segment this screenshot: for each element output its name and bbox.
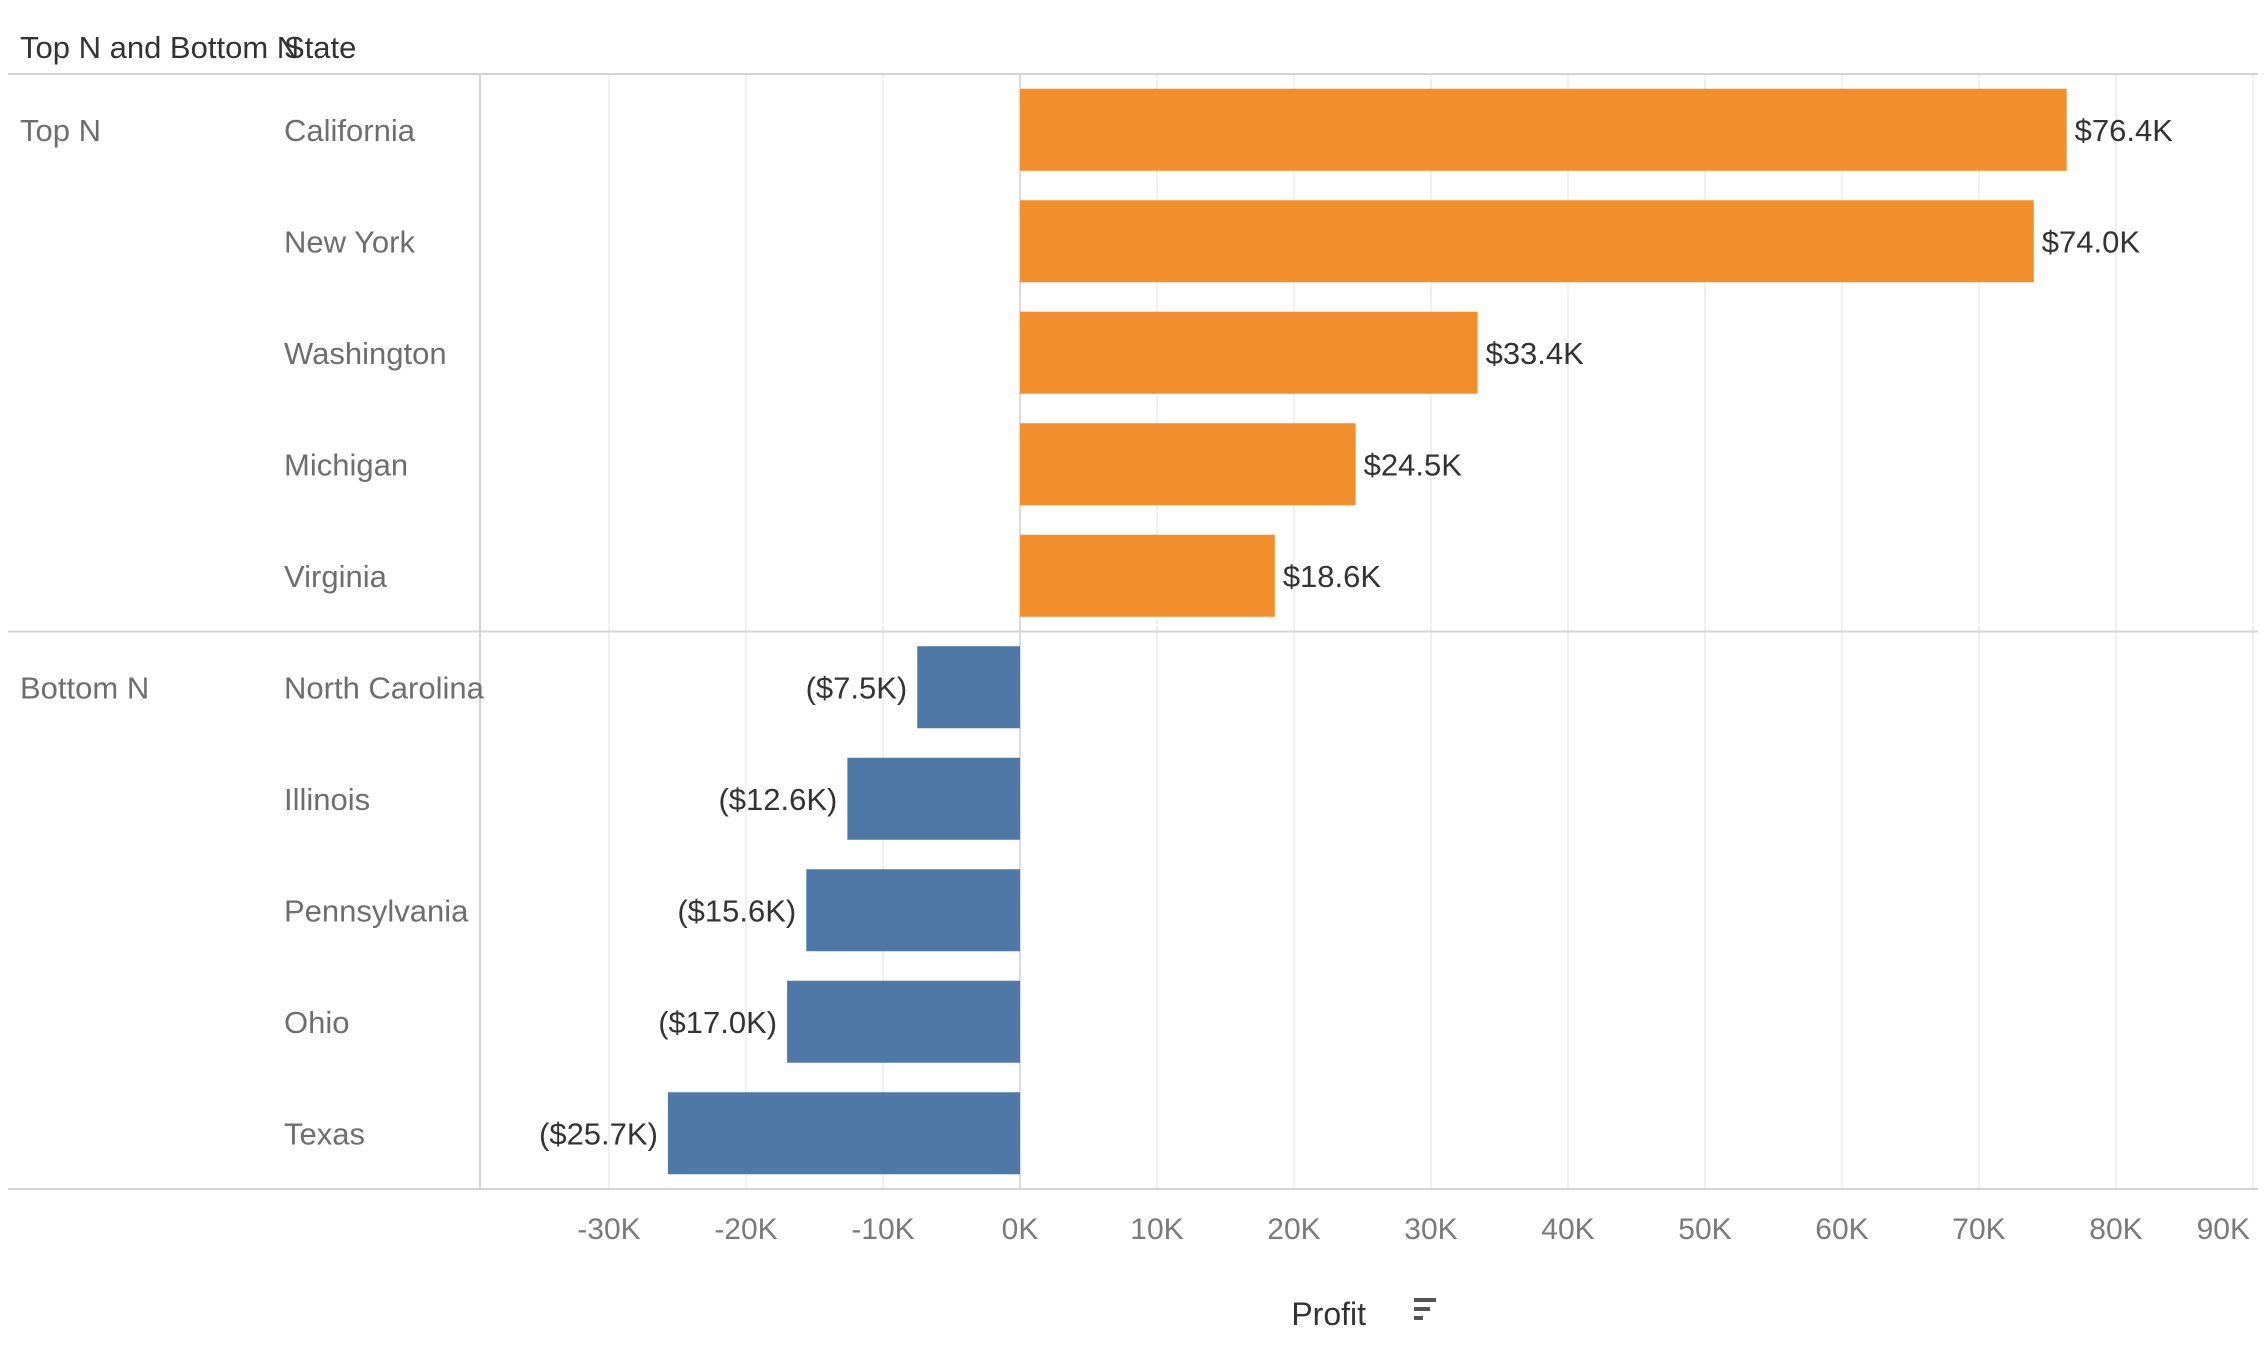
state-label-pennsylvania: Pennsylvania: [284, 893, 469, 928]
state-label-ohio: Ohio: [284, 1005, 349, 1040]
bar-virginia[interactable]: [1020, 534, 1275, 617]
label-layer: Top N California $76.4K New York $74.0K Washi…: [20, 113, 2250, 1246]
value-label-texas: ($25.7K): [539, 1116, 658, 1151]
bar-washington[interactable]: [1020, 311, 1478, 394]
value-label-new-york: $74.0K: [2042, 224, 2141, 259]
value-label-washington: $33.4K: [1486, 336, 1585, 371]
x-tick-label-40K: 40K: [1541, 1213, 1594, 1246]
x-tick-label-90K: 90K: [2197, 1213, 2250, 1246]
x-tick-label-50K: 50K: [1678, 1213, 1731, 1246]
x-tick-label-0K: 0K: [1002, 1213, 1039, 1246]
bar-texas[interactable]: [667, 1092, 1020, 1175]
state-label-california: California: [284, 113, 416, 148]
value-label-ohio: ($17.0K): [658, 1005, 777, 1040]
x-tick-label-20K: 20K: [1267, 1213, 1320, 1246]
value-label-illinois: ($12.6K): [718, 782, 837, 817]
frame-layer: [8, 73, 2258, 1190]
x-tick-label--20K: -20K: [714, 1213, 777, 1246]
group-column-header: Top N and Bottom N: [20, 30, 299, 65]
state-label-texas: Texas: [284, 1116, 365, 1151]
value-label-virginia: $18.6K: [1283, 559, 1382, 594]
bar-north-carolina[interactable]: [917, 646, 1020, 729]
state-column-header: State: [284, 30, 356, 65]
bar-ohio[interactable]: [787, 980, 1020, 1063]
bar-pennsylvania[interactable]: [806, 869, 1020, 952]
x-tick-label-70K: 70K: [1952, 1213, 2005, 1246]
sort-icon[interactable]: [1414, 1298, 1436, 1320]
state-label-north-carolina: North Carolina: [284, 670, 485, 705]
state-label-new-york: New York: [284, 224, 415, 259]
state-label-illinois: Illinois: [284, 782, 370, 817]
x-tick-label--30K: -30K: [577, 1213, 640, 1246]
state-label-virginia: Virginia: [284, 559, 388, 594]
state-label-michigan: Michigan: [284, 447, 408, 482]
value-label-california: $76.4K: [2075, 113, 2174, 148]
x-tick-label-60K: 60K: [1815, 1213, 1868, 1246]
bar-new-york[interactable]: [1020, 200, 2034, 283]
x-axis-title[interactable]: Profit: [1291, 1296, 1366, 1332]
x-tick-label-80K: 80K: [2089, 1213, 2142, 1246]
value-label-michigan: $24.5K: [1364, 447, 1463, 482]
group-label-top-n: Top N: [20, 113, 101, 148]
x-tick-label-30K: 30K: [1404, 1213, 1457, 1246]
value-label-pennsylvania: ($15.6K): [677, 893, 796, 928]
value-label-north-carolina: ($7.5K): [806, 670, 908, 705]
group-label-bottom-n: Bottom N: [20, 670, 149, 705]
bar-layer: [667, 88, 2067, 1175]
bar-michigan[interactable]: [1020, 423, 1356, 506]
bar-california[interactable]: [1020, 88, 2067, 171]
state-label-washington: Washington: [284, 336, 447, 371]
bar-illinois[interactable]: [847, 757, 1020, 840]
x-tick-label-10K: 10K: [1130, 1213, 1183, 1246]
x-tick-label--10K: -10K: [851, 1213, 914, 1246]
